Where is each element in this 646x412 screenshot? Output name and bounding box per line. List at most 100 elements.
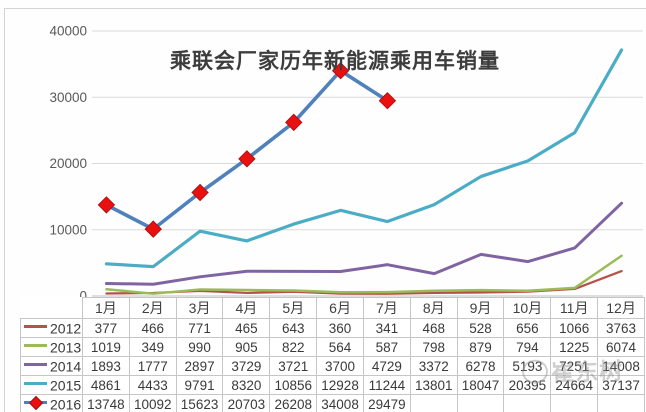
data-point-marker-2016 — [238, 150, 256, 168]
value-cell: 360 — [316, 318, 364, 338]
value-cell: 879 — [456, 337, 505, 357]
month-header-cell: 2月 — [128, 297, 177, 319]
value-cell: 1777 — [128, 356, 177, 376]
month-header-cell: 3月 — [175, 297, 224, 319]
value-cell — [503, 394, 552, 412]
y-axis-tick-label: 30000 — [49, 90, 87, 105]
value-cell: 11244 — [362, 375, 411, 395]
series-line-2015 — [104, 48, 624, 269]
table-row-2016: 2016 13748 10092 15623 20703 26208 34008 29479 — [20, 394, 645, 412]
value-cell: 587 — [362, 337, 411, 357]
value-cell: 643 — [269, 318, 318, 338]
chart-frame-border — [4, 8, 646, 412]
month-header-cell: 9月 — [456, 297, 505, 319]
month-header-cell: 8月 — [409, 297, 458, 319]
data-table: 1月 2月 3月 4月 5月 6月 7月 8月 9月 10月 11月 12月 2012 377 466 771… — [20, 297, 645, 412]
chart-title: 乘联会厂家历年新能源乘用车销量 — [170, 50, 500, 73]
value-cell: 2897 — [175, 356, 224, 376]
data-point-marker-2016 — [97, 196, 116, 214]
value-cell: 4729 — [362, 356, 411, 376]
value-cell: 6278 — [456, 356, 505, 376]
series-year-label: 2016 — [50, 396, 82, 412]
legend-cell: 2014 — [20, 356, 83, 376]
series-line-2013 — [105, 254, 623, 295]
month-header-cell: 6月 — [316, 297, 364, 319]
month-header-cell: 11月 — [550, 297, 599, 319]
data-point-marker-2016 — [191, 183, 209, 202]
value-cell: 794 — [503, 337, 552, 357]
value-cell: 9791 — [175, 375, 224, 395]
month-header-cell: 4月 — [222, 297, 271, 319]
legend-line-swatch — [24, 363, 47, 367]
data-point-marker-2016 — [144, 220, 162, 238]
value-cell: 528 — [456, 318, 505, 338]
value-cell: 5193 — [503, 356, 552, 376]
data-point-marker-2016 — [285, 113, 303, 132]
value-cell: 4861 — [82, 375, 130, 395]
value-cell: 377 — [82, 318, 130, 338]
value-cell: 1893 — [82, 356, 130, 376]
legend-line-swatch — [24, 325, 47, 329]
value-cell: 349 — [128, 337, 177, 357]
value-cell: 7251 — [550, 356, 599, 376]
month-header-cell: 10月 — [503, 297, 552, 319]
value-cell — [456, 394, 505, 412]
value-cell: 18047 — [456, 375, 505, 395]
series-year-label: 2015 — [50, 377, 82, 394]
value-cell: 15623 — [175, 394, 224, 412]
legend-line-swatch — [24, 344, 47, 348]
value-cell: 656 — [503, 318, 552, 338]
value-cell: 13801 — [409, 375, 458, 395]
value-cell: 341 — [362, 318, 411, 338]
value-cell: 20703 — [222, 394, 271, 412]
value-cell: 1066 — [550, 318, 599, 338]
value-cell: 13748 — [82, 394, 130, 412]
series-line-2014 — [104, 201, 624, 286]
series-line-2016 — [104, 68, 390, 231]
line-chart-plot-area: 0 10000 20000 30000 40000 — [49, 24, 643, 298]
value-cell: 465 — [222, 318, 271, 338]
table-header-row: 1月 2月 3月 4月 5月 6月 7月 8月 9月 10月 11月 12月 — [21, 297, 645, 319]
table-row-2012: 2012 377 466 771 465 643 360 341 468 528 656 1066 37… — [20, 318, 645, 338]
value-cell: 37137 — [597, 375, 645, 395]
series-year-label: 2013 — [50, 339, 82, 356]
value-cell — [550, 394, 599, 412]
value-cell: 798 — [409, 337, 458, 357]
value-cell: 564 — [316, 337, 364, 357]
value-cell: 466 — [128, 318, 177, 338]
data-point-marker-2016 — [331, 61, 350, 80]
value-cell — [597, 394, 645, 412]
value-cell: 1225 — [550, 337, 599, 357]
legend-cell: 2012 — [20, 318, 83, 338]
value-cell: 771 — [175, 318, 224, 338]
month-header-cell: 12月 — [597, 297, 645, 319]
table-row-2014: 2014 1893 1777 2897 3729 3721 3700 4729 3372 6278… — [20, 356, 645, 376]
table-row-2015: 2015 4861 4433 9791 8320 10856 12928 11244 13801… — [20, 375, 645, 395]
value-cell: 8320 — [222, 375, 271, 395]
value-cell: 29479 — [362, 394, 411, 412]
value-cell: 10092 — [128, 394, 177, 412]
value-cell: 26208 — [269, 394, 318, 412]
value-cell: 3372 — [409, 356, 458, 376]
series-year-label: 2014 — [50, 358, 82, 375]
legend-line-swatch — [24, 395, 47, 410]
value-cell: 468 — [409, 318, 458, 338]
value-cell: 3721 — [269, 356, 318, 376]
legend-diamond-marker-icon — [28, 395, 43, 410]
y-axis-tick-label: 20000 — [49, 156, 87, 171]
value-cell: 34008 — [316, 394, 364, 412]
data-point-marker-2016 — [378, 91, 397, 110]
value-cell: 1019 — [82, 337, 130, 357]
legend-cell: 2016 — [20, 394, 83, 412]
value-cell: 3763 — [597, 318, 645, 338]
series-year-label: 2012 — [50, 320, 82, 337]
y-axis-tick-label: 0 — [79, 289, 87, 298]
value-cell: 6074 — [597, 337, 645, 357]
legend-line-swatch — [24, 382, 47, 386]
value-cell: 822 — [269, 337, 318, 357]
table-row-2013: 2013 1019 349 990 905 822 564 587 798 879 794 1225 6… — [20, 337, 645, 357]
value-cell: 10856 — [269, 375, 318, 395]
month-header-cell: 5月 — [269, 297, 318, 319]
table-corner-cell — [21, 298, 83, 319]
